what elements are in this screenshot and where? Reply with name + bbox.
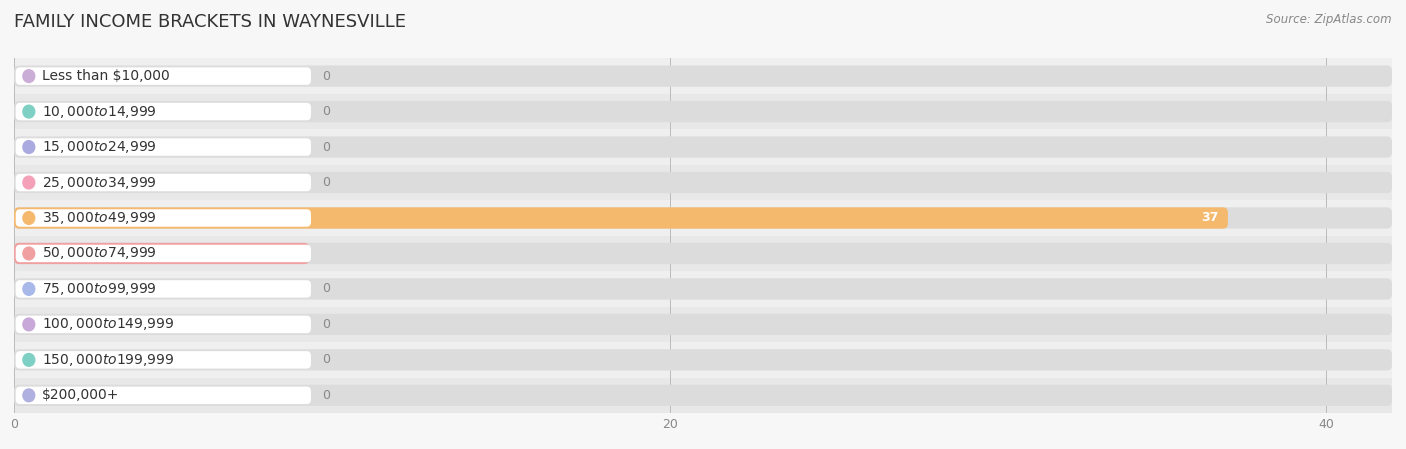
Circle shape [22,318,35,331]
FancyBboxPatch shape [14,207,1392,229]
FancyBboxPatch shape [14,349,1392,370]
FancyBboxPatch shape [15,316,311,333]
Text: 0: 0 [322,105,330,118]
Circle shape [22,247,35,260]
FancyBboxPatch shape [14,66,1392,87]
Circle shape [22,70,35,83]
Text: 0: 0 [322,70,330,83]
Text: 37: 37 [1201,211,1218,224]
Bar [14,342,1392,378]
Bar [14,165,1392,200]
Text: 0: 0 [322,353,330,366]
Bar [14,94,1392,129]
Text: $100,000 to $149,999: $100,000 to $149,999 [42,317,174,332]
FancyBboxPatch shape [15,245,311,262]
Circle shape [22,105,35,118]
FancyBboxPatch shape [15,387,311,404]
FancyBboxPatch shape [14,101,1392,122]
Text: $200,000+: $200,000+ [42,388,120,402]
Circle shape [22,353,35,366]
Text: 0: 0 [322,389,330,402]
Text: Source: ZipAtlas.com: Source: ZipAtlas.com [1267,13,1392,26]
Text: 0: 0 [322,141,330,154]
Text: $150,000 to $199,999: $150,000 to $199,999 [42,352,174,368]
Circle shape [22,389,35,402]
Circle shape [22,141,35,154]
FancyBboxPatch shape [14,243,1392,264]
Text: FAMILY INCOME BRACKETS IN WAYNESVILLE: FAMILY INCOME BRACKETS IN WAYNESVILLE [14,13,406,31]
Bar [14,236,1392,271]
Bar [14,271,1392,307]
Bar [14,307,1392,342]
FancyBboxPatch shape [14,278,1392,299]
Text: $15,000 to $24,999: $15,000 to $24,999 [42,139,156,155]
FancyBboxPatch shape [14,172,1392,193]
Text: 0: 0 [322,282,330,295]
FancyBboxPatch shape [14,314,1392,335]
FancyBboxPatch shape [15,103,311,120]
FancyBboxPatch shape [15,174,311,191]
Text: $50,000 to $74,999: $50,000 to $74,999 [42,246,156,261]
Text: $25,000 to $34,999: $25,000 to $34,999 [42,175,156,190]
Circle shape [22,282,35,295]
FancyBboxPatch shape [15,138,311,156]
FancyBboxPatch shape [15,280,311,298]
Text: 0: 0 [322,176,330,189]
Text: $75,000 to $99,999: $75,000 to $99,999 [42,281,156,297]
FancyBboxPatch shape [15,67,311,85]
FancyBboxPatch shape [14,243,309,264]
Text: 0: 0 [322,318,330,331]
Bar [14,58,1392,94]
Bar [14,378,1392,413]
Circle shape [22,176,35,189]
Bar [14,129,1392,165]
Text: 9: 9 [291,247,299,260]
Bar [14,200,1392,236]
Text: Less than $10,000: Less than $10,000 [42,69,170,83]
FancyBboxPatch shape [15,351,311,369]
FancyBboxPatch shape [14,136,1392,158]
Text: $35,000 to $49,999: $35,000 to $49,999 [42,210,156,226]
FancyBboxPatch shape [15,209,311,227]
Circle shape [22,211,35,224]
Text: $10,000 to $14,999: $10,000 to $14,999 [42,104,156,119]
FancyBboxPatch shape [14,385,1392,406]
FancyBboxPatch shape [14,207,1227,229]
